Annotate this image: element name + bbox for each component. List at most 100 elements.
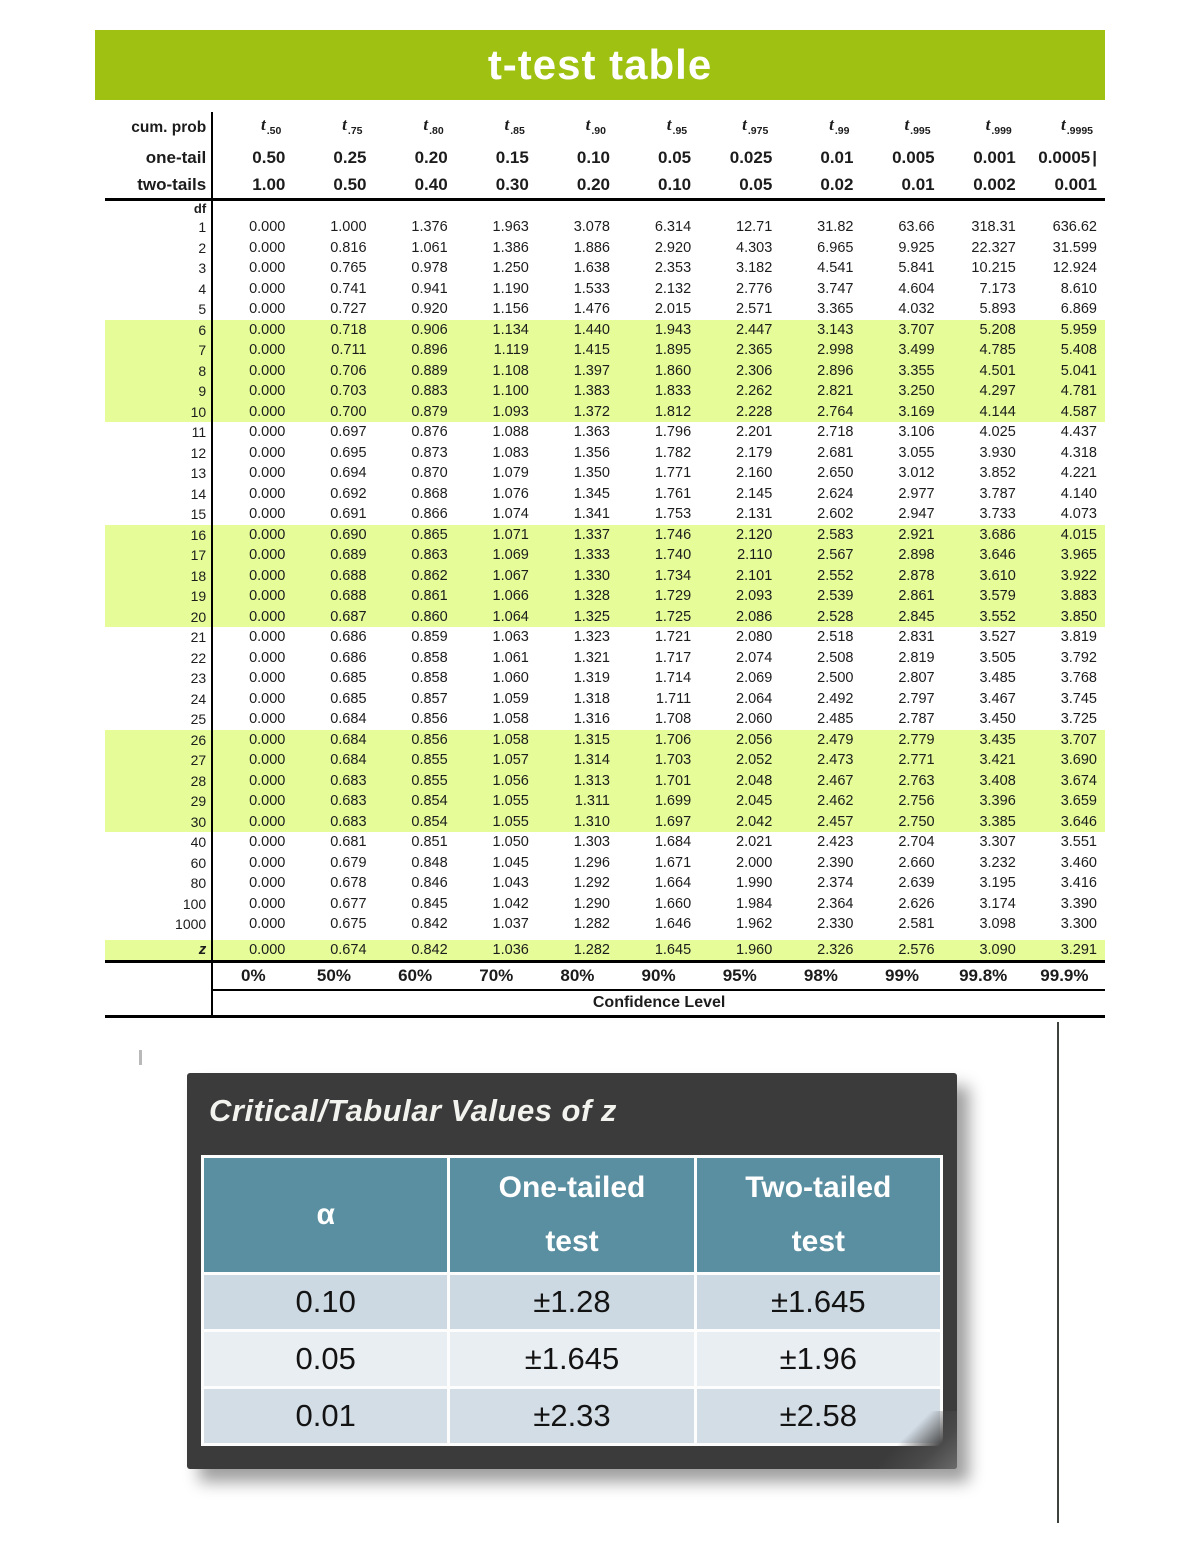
t-value: 0.865 <box>374 524 456 545</box>
spacer-cell <box>105 934 214 940</box>
z-table-row: 0.01 ±2.33 ±2.58 <box>204 1389 940 1443</box>
t-value: 3.579 <box>942 586 1024 607</box>
empty-cell <box>780 200 861 218</box>
t-value: 0.695 <box>330 444 367 461</box>
t-value: 1.833 <box>617 381 700 402</box>
t-value: 2.492 <box>817 690 854 707</box>
df-value: 28 <box>105 770 214 791</box>
t-value: 3.485 <box>979 670 1016 686</box>
t-value: 0.691 <box>330 506 367 522</box>
one-tail-value: 0.50 <box>252 148 286 167</box>
t-table-row: 40 0.000 0.681 0.851 1.050 1.303 1.684 2.021 2.4… <box>105 832 1105 853</box>
t-value: 4.303 <box>736 239 773 256</box>
t-table-row: 19 0.000 0.688 0.861 1.066 1.328 1.729 2.093 2.5… <box>105 586 1105 607</box>
t-value: 1.717 <box>654 649 692 666</box>
t-value: 3.659 <box>1023 791 1105 812</box>
z-table-cell: ±2.33 <box>450 1389 694 1443</box>
t-value: 0.700 <box>293 401 375 422</box>
z-value: 1.645 <box>617 939 700 963</box>
t-value: 1.076 <box>492 485 529 502</box>
t-value: 0.694 <box>330 465 367 481</box>
t-value: 0.000 <box>212 360 294 381</box>
t-value: 1.333 <box>536 545 618 566</box>
t-value: 0.000 <box>249 506 286 522</box>
t-table-row: 27 0.000 0.684 0.855 1.057 1.314 1.703 2.052 2.4… <box>105 750 1105 771</box>
t-value: 1.042 <box>492 895 529 912</box>
z-value: 1.036 <box>455 939 537 963</box>
t-value: 2.861 <box>861 586 943 607</box>
t-value: 0.689 <box>293 545 375 566</box>
t-value: 3.686 <box>942 524 1024 545</box>
t-value: 1.250 <box>492 260 529 276</box>
t-value: 1.063 <box>492 629 529 645</box>
t-value: 2.462 <box>780 791 862 812</box>
t-value: 4.437 <box>1060 424 1097 440</box>
t-value: 5.208 <box>942 319 1024 340</box>
t-value: 2.060 <box>736 711 773 727</box>
t-value: 2.878 <box>861 565 943 586</box>
t-value: 1.671 <box>654 854 692 871</box>
t-value: 1.314 <box>536 750 618 771</box>
t-value: 2.650 <box>817 465 854 481</box>
t-value: 1.319 <box>573 670 610 686</box>
t-distribution-table: cum. prob t.50 t.75 t.80 t.85 t.90 t.95 t.975 t.… <box>105 112 1105 1018</box>
df-value: 18 <box>105 565 214 586</box>
df-value: 23 <box>105 668 214 689</box>
t-value: 0.706 <box>293 360 375 381</box>
t-value: 2.423 <box>817 834 854 850</box>
two-tails-value: 1.00 <box>212 171 294 201</box>
t-value: 2.998 <box>780 340 862 361</box>
t-value: 2.120 <box>699 524 781 545</box>
t-value: 2.797 <box>898 690 935 707</box>
t-value: 0.856 <box>411 711 448 727</box>
t-value: 1.303 <box>573 834 610 850</box>
t-value: 2.000 <box>736 854 773 871</box>
t-value: 5.893 <box>979 301 1016 317</box>
z-table-header-line: One-tailed <box>498 1171 646 1204</box>
t-value: 0.000 <box>249 239 286 256</box>
t-value: 0.866 <box>411 506 448 522</box>
t-value: 0.697 <box>330 424 367 440</box>
t-value: 2.552 <box>780 565 862 586</box>
z-value: 0.000 <box>212 939 294 963</box>
t-value: 1.782 <box>654 444 692 461</box>
t-value: 3.674 <box>1023 770 1105 791</box>
t-value: 3.707 <box>861 319 943 340</box>
df-value: 6 <box>105 319 214 340</box>
t-value: 10.215 <box>971 260 1016 276</box>
t-value: 0.978 <box>411 260 448 276</box>
t-value: 3.725 <box>1060 711 1097 727</box>
t-value: 0.000 <box>249 465 286 481</box>
t-value: 1.812 <box>617 401 700 422</box>
df-value: 80 <box>105 873 214 894</box>
t-value: 2.718 <box>817 424 854 440</box>
t-subscript: .975 <box>747 125 769 137</box>
t-value: 0.685 <box>330 670 367 686</box>
t-value: 0.684 <box>293 750 375 771</box>
t-value: 2.624 <box>817 485 854 502</box>
t-value: 0.000 <box>249 854 286 871</box>
t-symbol: t <box>904 115 910 134</box>
t-value: 0.703 <box>293 381 375 402</box>
t-table-row: 28 0.000 0.683 0.855 1.056 1.313 1.701 2.048 2.4… <box>105 770 1105 791</box>
t-value: 3.646 <box>942 545 1024 566</box>
t-value: 0.677 <box>330 895 367 912</box>
t-value: 0.000 <box>212 319 294 340</box>
two-tails-value: 0.50 <box>293 171 375 201</box>
t-value: 0.851 <box>411 834 448 850</box>
t-value: 1.440 <box>536 319 618 340</box>
t-value: 1.753 <box>654 506 692 522</box>
t-value: 0.856 <box>374 729 456 750</box>
confidence-percent: 50% <box>293 961 375 991</box>
t-value: 1.290 <box>573 895 610 912</box>
t-value: 1.311 <box>536 791 618 812</box>
t-subscript: .75 <box>347 125 363 137</box>
t-table-row: 20 0.000 0.687 0.860 1.064 1.325 1.725 2.086 2.5… <box>105 606 1105 627</box>
t-value: 0.765 <box>330 260 367 276</box>
t-table-row: 23 0.000 0.685 0.858 1.060 1.319 1.714 2.069 2.5… <box>105 668 1105 689</box>
t-value: 1.061 <box>411 239 448 256</box>
t-value: 0.000 <box>212 811 294 832</box>
t-value: 0.686 <box>330 649 367 666</box>
t-column-header: t.50 <box>212 112 293 144</box>
t-value: 3.143 <box>780 319 862 340</box>
